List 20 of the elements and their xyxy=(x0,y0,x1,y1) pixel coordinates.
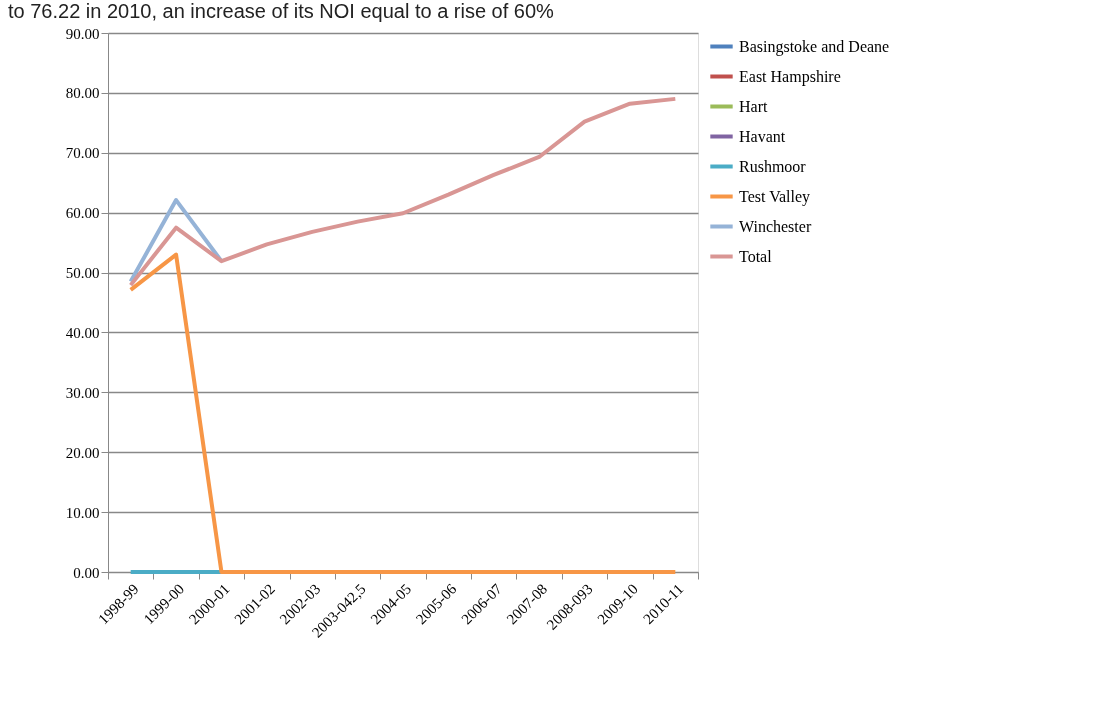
y-tick-label: 70.00 xyxy=(65,145,100,162)
legend-label: Test Valley xyxy=(739,187,811,206)
y-tick-label: 90.00 xyxy=(65,25,100,42)
legend-label: Basingstoke and Deane xyxy=(739,37,890,56)
y-tick-label: 30.00 xyxy=(65,384,100,401)
y-tick-label: 60.00 xyxy=(65,205,100,222)
y-tick-label: 80.00 xyxy=(65,85,100,102)
legend-label: East Hampshire xyxy=(739,67,841,86)
legend-label: Rushmoor xyxy=(739,157,807,175)
legend-label: Winchester xyxy=(739,217,812,235)
text: to 76.22 in 2010, an increase of its NOI equal to a rise of 60% xyxy=(8,0,555,22)
y-tick-label: 10.00 xyxy=(65,504,100,521)
y-tick-label: 20.00 xyxy=(65,444,100,461)
legend-label: Havant xyxy=(739,127,786,145)
y-tick-label: 0.00 xyxy=(73,564,100,581)
y-tick-label: 50.00 xyxy=(65,265,100,282)
y-tick-label: 40.00 xyxy=(65,324,100,341)
legend-label: Total xyxy=(739,247,773,265)
line-series xyxy=(128,96,678,288)
legend-label: Hart xyxy=(739,97,768,115)
